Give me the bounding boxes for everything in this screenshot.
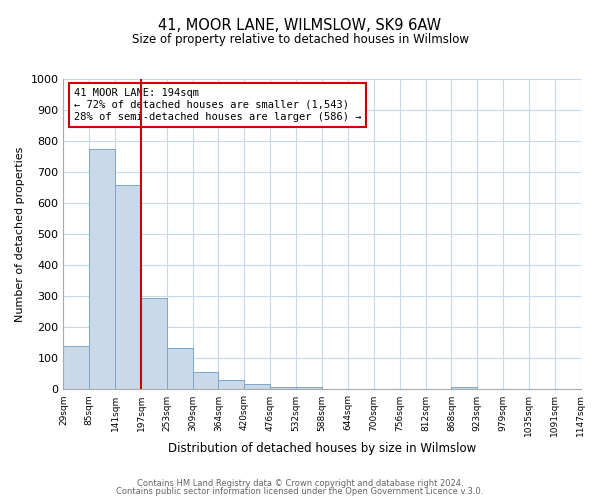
- X-axis label: Distribution of detached houses by size in Wilmslow: Distribution of detached houses by size …: [168, 442, 476, 455]
- Bar: [89, 149, 115, 390]
- Text: Contains public sector information licensed under the Open Government Licence v.: Contains public sector information licen…: [116, 487, 484, 496]
- Bar: [296, 387, 322, 390]
- Bar: [193, 372, 218, 390]
- Text: Size of property relative to detached houses in Wilmslow: Size of property relative to detached ho…: [131, 32, 469, 46]
- Bar: [244, 384, 270, 390]
- Bar: [167, 348, 193, 390]
- Bar: [218, 380, 244, 390]
- Bar: [64, 346, 89, 390]
- Bar: [451, 387, 477, 390]
- Bar: [115, 184, 141, 390]
- Bar: [270, 387, 296, 390]
- Bar: [141, 298, 167, 390]
- Text: Contains HM Land Registry data © Crown copyright and database right 2024.: Contains HM Land Registry data © Crown c…: [137, 478, 463, 488]
- Text: 41, MOOR LANE, WILMSLOW, SK9 6AW: 41, MOOR LANE, WILMSLOW, SK9 6AW: [158, 18, 442, 32]
- Y-axis label: Number of detached properties: Number of detached properties: [15, 146, 25, 322]
- Text: 41 MOOR LANE: 194sqm
← 72% of detached houses are smaller (1,543)
28% of semi-de: 41 MOOR LANE: 194sqm ← 72% of detached h…: [74, 88, 361, 122]
